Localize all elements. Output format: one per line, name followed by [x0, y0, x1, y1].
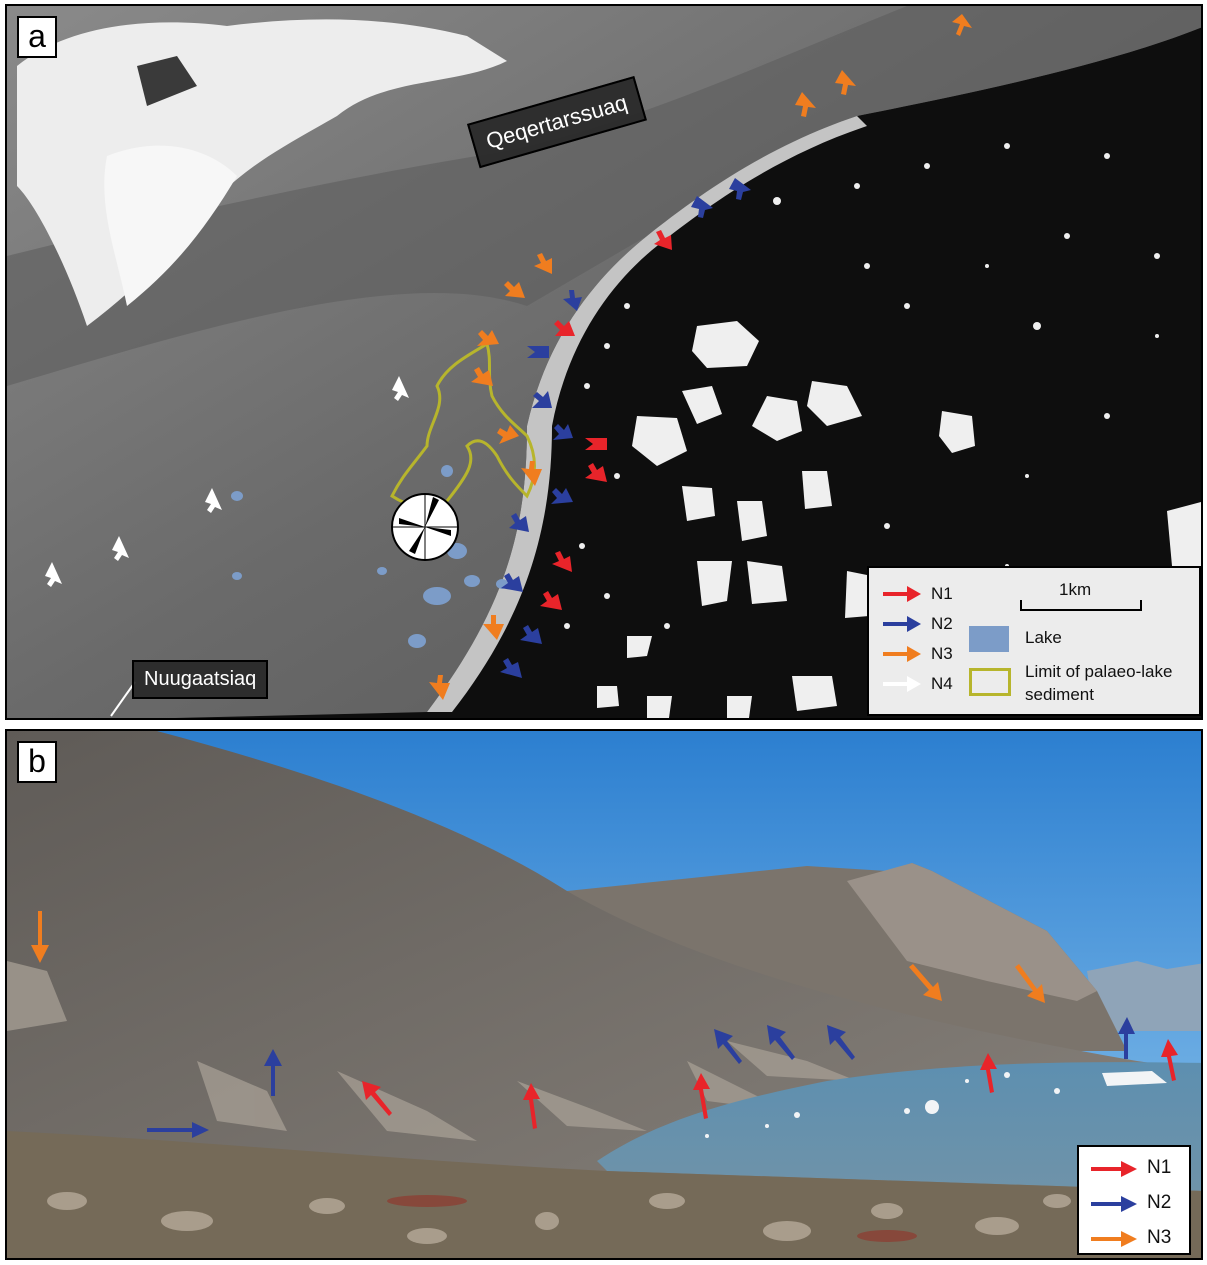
n3-arrow [497, 425, 519, 444]
n2-arrow [553, 424, 573, 440]
n3-arrow [952, 14, 972, 36]
n1-arrow [552, 551, 572, 572]
legend-b-n1-arrow [1091, 1161, 1137, 1177]
legend-lake-swatch [969, 626, 1009, 652]
n2-arrow [500, 658, 522, 678]
legend-n4-label: N4 [931, 674, 953, 693]
n2-arrow [520, 625, 542, 644]
legend-n3-arrow [883, 646, 921, 662]
n3-arrow [1015, 964, 1045, 1003]
n1-arrow [1161, 1039, 1178, 1081]
n3-arrow [795, 92, 816, 117]
n4-arrow [112, 536, 129, 561]
panel-b-arrows [31, 911, 1178, 1138]
legend-b-n3-label: N3 [1147, 1227, 1172, 1248]
panel-a-letter: a [17, 16, 57, 58]
n4-arrow [205, 488, 222, 513]
n3-arrow [483, 615, 504, 640]
rose-diagram [391, 493, 459, 561]
legend-palaeo-lake-swatch [969, 668, 1011, 696]
n2-arrow [527, 346, 549, 358]
legend-n2-label: N2 [931, 614, 953, 633]
n1-arrow [654, 230, 672, 250]
legend-lake-label: Lake [1025, 628, 1062, 647]
scale-bar [1020, 600, 1142, 611]
panel-a-legend: N1 N2 N3 N4 1km Lake Limit of palaeo-lak… [867, 566, 1201, 716]
legend-n3-label: N3 [931, 644, 953, 663]
panel-b-field-photo: b N1 N2 N3 [5, 729, 1203, 1260]
n1-arrow [540, 591, 562, 610]
n2-arrow [729, 178, 751, 200]
legend-n1-arrow [883, 586, 921, 602]
place-label-nuugaatsiaq: Nuugaatsiaq [132, 660, 269, 699]
n1-arrow [980, 1053, 997, 1093]
legend-b-n1-label: N1 [1147, 1157, 1172, 1178]
panel-a-aerial-map: a Qeqertarssuaq Nuugaatsiaq N1 N2 N3 N4 … [5, 4, 1203, 720]
n2-arrow [714, 1029, 742, 1064]
n3-arrow [477, 330, 499, 346]
n3-arrow [835, 70, 856, 95]
legend-b-n3-arrow [1091, 1231, 1137, 1247]
scale-bar-label: 1km [1059, 580, 1092, 599]
panel-a-arrows [45, 14, 972, 700]
n3-arrow [31, 911, 49, 963]
n2-arrow [767, 1025, 795, 1060]
n4-arrow [392, 376, 409, 401]
n3-arrow [504, 281, 525, 298]
n2-arrow [147, 1122, 209, 1138]
n1-arrow [585, 463, 607, 482]
n3-arrow [429, 675, 450, 700]
n4-arrow [45, 562, 62, 587]
n2-arrow [264, 1049, 282, 1096]
nuugaatsiaq-pointer [110, 681, 136, 717]
n2-arrow [551, 488, 573, 504]
n2-arrow [1118, 1017, 1135, 1059]
n2-arrow [563, 290, 582, 311]
panel-b-letter: b [17, 741, 57, 783]
n3-arrow [534, 253, 552, 274]
panel-b-legend: N1 N2 N3 [1077, 1145, 1191, 1255]
n1-arrow [523, 1083, 540, 1129]
legend-a-arrow-swatches [883, 586, 921, 692]
legend-palaeo-label-2: sediment [1025, 685, 1094, 704]
field-photo [7, 731, 1201, 1258]
n2-arrow [691, 196, 713, 218]
n2-arrow [509, 513, 529, 532]
n1-arrow [554, 320, 575, 336]
n2-arrow [827, 1025, 855, 1060]
n2-arrow [501, 573, 523, 592]
legend-palaeo-label-1: Limit of palaeo-lake [1025, 662, 1173, 681]
n1-arrow [585, 438, 607, 450]
legend-n4-arrow [883, 676, 921, 692]
n3-arrow [909, 964, 942, 1001]
legend-b-n2-label: N2 [1147, 1192, 1172, 1213]
legend-b-n2-arrow [1091, 1196, 1137, 1212]
n1-arrow [362, 1081, 392, 1116]
legend-n2-arrow [883, 616, 921, 632]
legend-b-arrow-swatches [1091, 1161, 1137, 1247]
n2-arrow [532, 391, 552, 408]
legend-n1-label: N1 [931, 584, 953, 603]
n3-arrow [521, 461, 542, 486]
n1-arrow [693, 1073, 710, 1119]
n3-arrow [471, 367, 493, 386]
